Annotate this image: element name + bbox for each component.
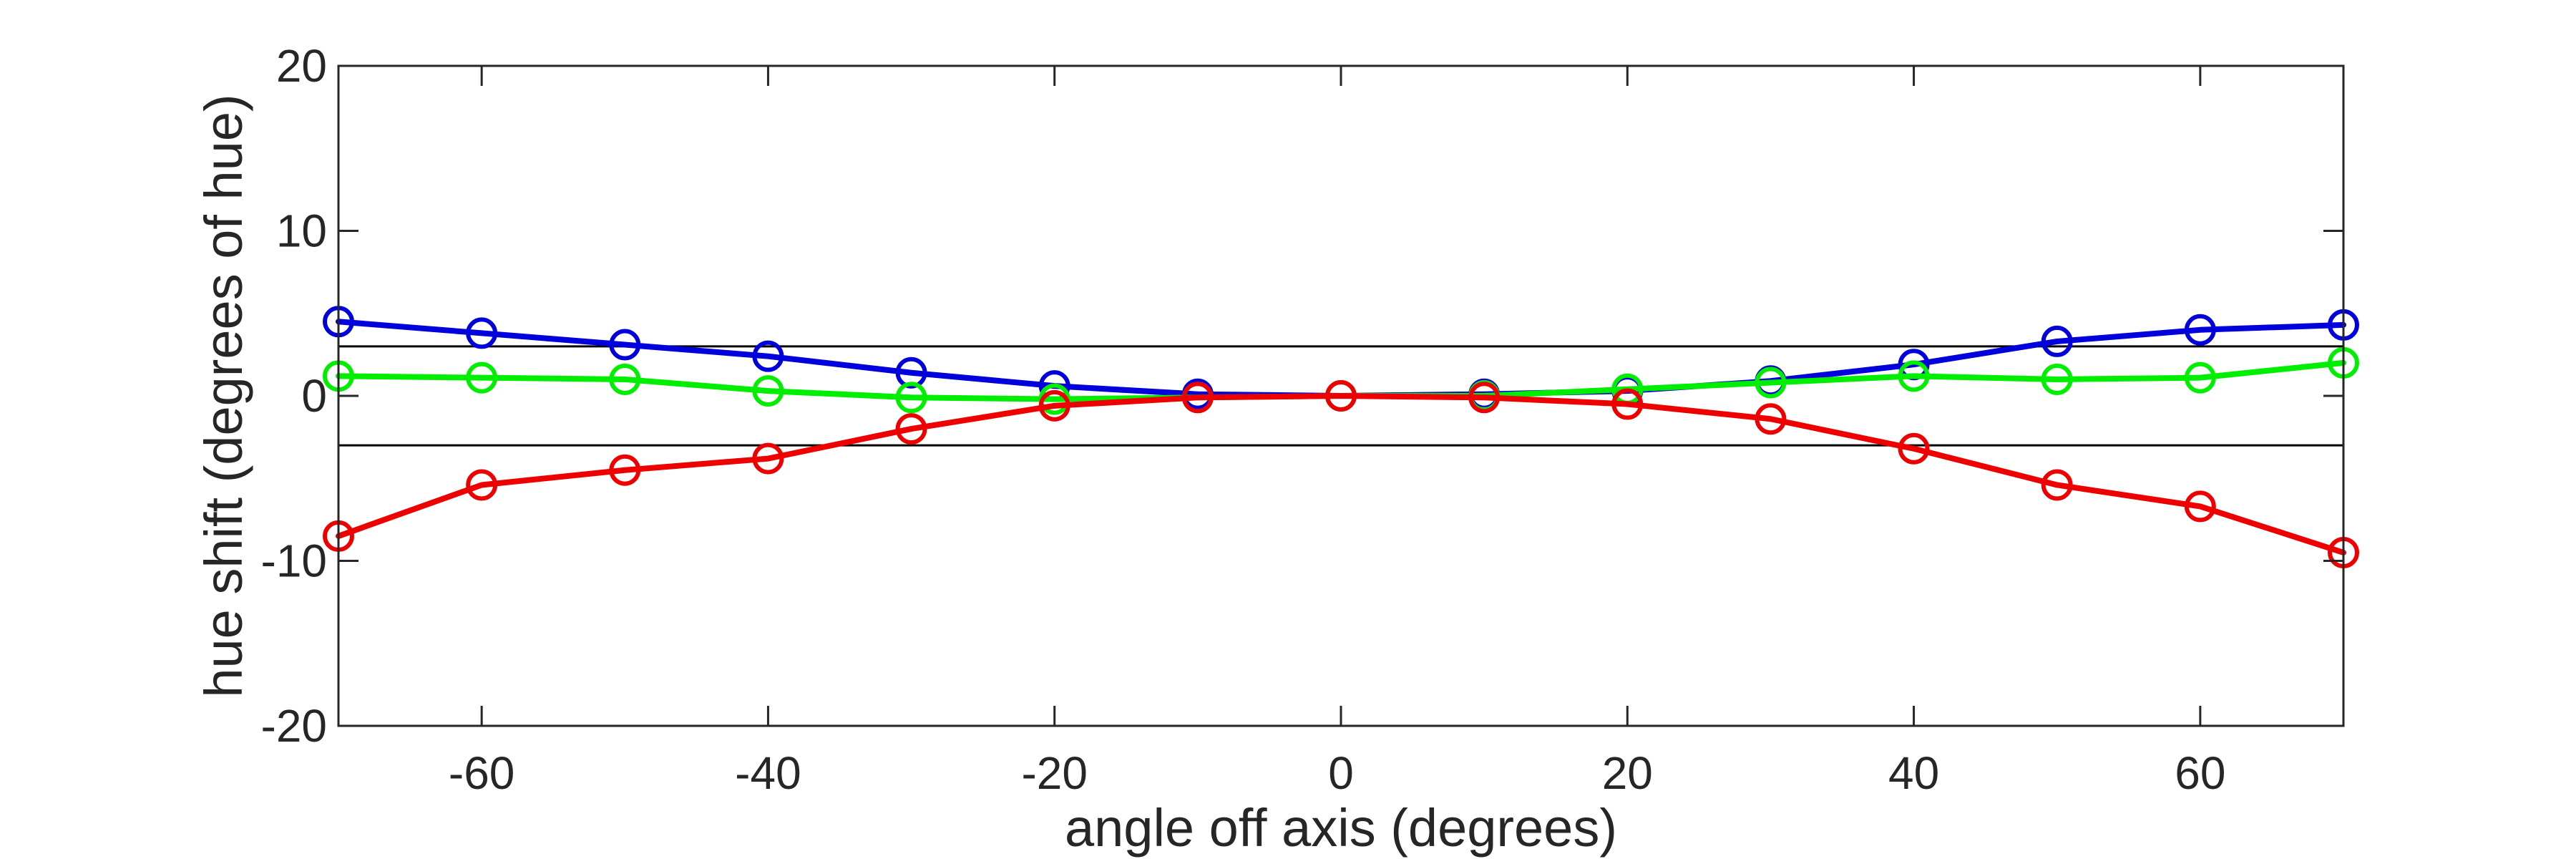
x-tick-label: -40	[735, 747, 801, 799]
data-point	[2184, 314, 2216, 346]
x-tick-label: 40	[1888, 747, 1939, 799]
x-tick-label: -60	[449, 747, 515, 799]
data-point	[609, 329, 641, 361]
series-2	[323, 380, 2359, 568]
data-point	[2041, 469, 2073, 501]
data-point	[752, 340, 784, 372]
data-point	[1755, 403, 1787, 435]
y-tick-label: -10	[261, 535, 328, 587]
y-tick-label: -20	[261, 700, 328, 752]
data-point	[466, 361, 498, 394]
data-point	[466, 469, 498, 501]
data-point	[752, 375, 784, 407]
data-point	[1898, 360, 1930, 392]
y-tick-label: 0	[301, 370, 327, 422]
series-line-2	[336, 393, 2346, 555]
data-point	[1898, 432, 1930, 465]
tick-labels: -60 -40 -20 0 20 40 60 -20 -10 0 10 20	[261, 40, 2226, 799]
x-axis-label: angle off axis (degrees)	[1065, 798, 1617, 858]
ticks	[338, 64, 2343, 727]
data-point	[895, 413, 927, 445]
data-point	[2184, 490, 2216, 523]
data-point	[2041, 325, 2073, 357]
data-point	[2041, 363, 2073, 395]
y-tick-label: 10	[276, 205, 327, 257]
data-point	[1611, 388, 1644, 420]
data-point	[752, 442, 784, 475]
data-point	[466, 317, 498, 349]
y-axis-label: hue shift (degrees of hue)	[194, 94, 253, 697]
x-tick-label: 0	[1328, 747, 1354, 799]
data-point	[1038, 389, 1070, 422]
data-point	[1325, 380, 1357, 412]
x-tick-label: 60	[2175, 747, 2225, 799]
x-tick-label: 20	[1602, 747, 1653, 799]
data-point	[895, 356, 927, 389]
data-point	[609, 454, 641, 486]
data-point	[1755, 367, 1787, 399]
data-point	[1181, 382, 1214, 414]
data-point	[2184, 361, 2216, 394]
data-point	[609, 363, 641, 395]
x-tick-label: -20	[1021, 747, 1088, 799]
y-tick-label: 20	[276, 40, 327, 92]
data-point	[895, 382, 927, 414]
data-point	[1468, 382, 1501, 414]
